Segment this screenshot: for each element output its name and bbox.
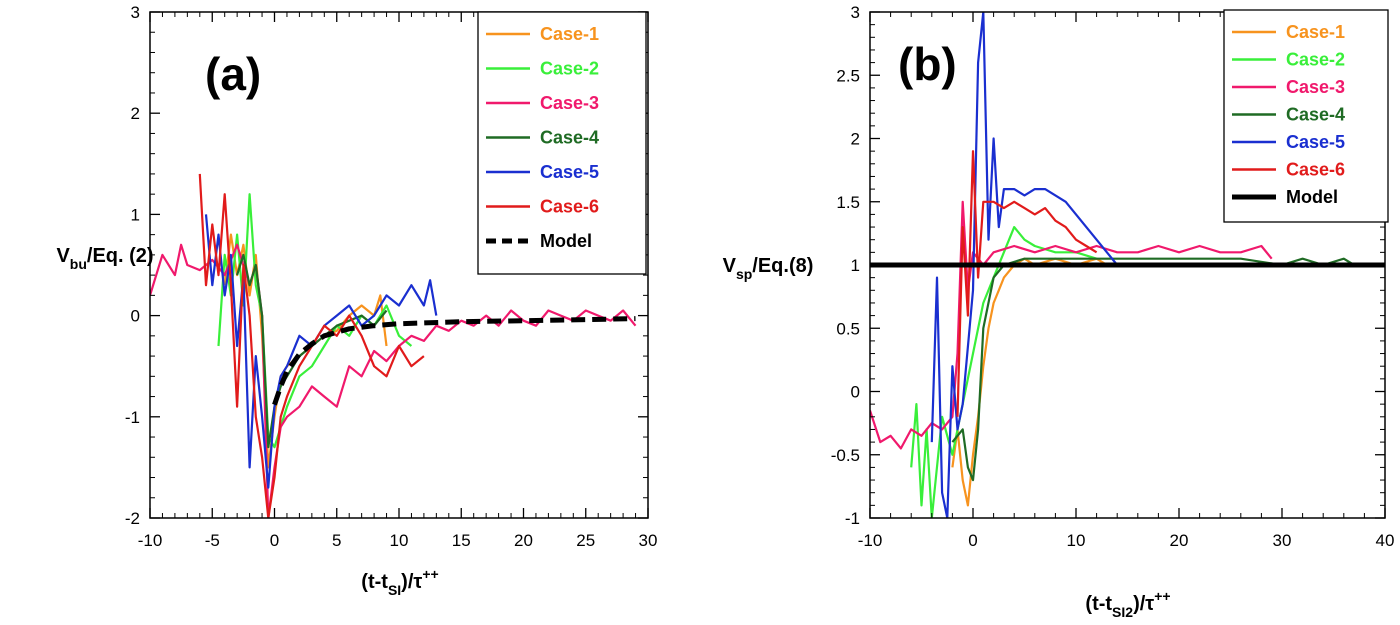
y-tick-label: -1 — [845, 509, 860, 528]
y-tick-label: 1.5 — [836, 193, 860, 212]
x-axis-label: (t-tSI2)/τ++ — [1085, 588, 1170, 620]
series-line-case-6 — [198, 173, 425, 518]
series-line-model — [272, 316, 636, 406]
series-line-case-1 — [951, 257, 1108, 507]
y-tick-label: 3 — [851, 3, 860, 22]
x-tick-label: 10 — [390, 531, 409, 550]
y-tick-label: 3 — [131, 3, 140, 22]
legend-label-case-1: Case-1 — [540, 24, 599, 44]
x-axis-label: (t-tSI)/τ++ — [361, 566, 438, 598]
x-tick-label: 10 — [1067, 531, 1086, 550]
series-line-case-6 — [956, 150, 1098, 417]
y-tick-label: 2.5 — [836, 66, 860, 85]
y-tick-label: 2 — [851, 130, 860, 149]
y-tick-label: -1 — [125, 408, 140, 427]
legend-box — [477, 11, 647, 275]
legend: Case-1 Case-2 Case-3 Case-4 Case-5 Case-6 Mode… — [477, 11, 647, 275]
legend-label-case-1: Case-1 — [1286, 22, 1345, 42]
x-tick-label: 0 — [968, 531, 977, 550]
y-tick-label: 1 — [131, 205, 140, 224]
series-line-case-2 — [910, 226, 1097, 518]
series-line-case-3 — [150, 243, 637, 518]
series-line-case-4 — [236, 253, 388, 449]
legend-label-model: Model — [540, 231, 592, 251]
legend-label-case-5: Case-5 — [540, 162, 599, 182]
legend-label-model: Model — [1286, 187, 1338, 207]
x-tick-label: 0 — [270, 531, 279, 550]
legend-label-case-6: Case-6 — [540, 197, 599, 217]
y-axis-label: Vbu/Eq. (2) — [56, 245, 153, 272]
y-tick-label: 0 — [851, 383, 860, 402]
series-group — [150, 173, 637, 518]
y-tick-label: 1 — [851, 256, 860, 275]
y-tick-label: -0.5 — [831, 446, 860, 465]
y-tick-label: 2 — [131, 104, 140, 123]
series-line-case-4 — [951, 257, 1355, 482]
x-tick-label: -5 — [205, 531, 220, 550]
legend-box — [1223, 9, 1389, 223]
legend-label-case-2: Case-2 — [1286, 50, 1345, 70]
legend-label-case-3: Case-3 — [1286, 77, 1345, 97]
panel-b: -10 0 10 20 30 40 -1 -0.5 0 0.5 1 1.5 2 2.5 3 (b) Vsp/Eq… — [723, 3, 1395, 620]
y-tick-label: -2 — [125, 509, 140, 528]
legend: Case-1 Case-2 Case-3 Case-4 Case-5 Case-6 Mode… — [1223, 9, 1389, 223]
x-tick-label: -10 — [138, 531, 163, 550]
series-group — [870, 12, 1385, 518]
x-tick-label: 30 — [1273, 531, 1292, 550]
y-tick-label: 0 — [131, 307, 140, 326]
x-tick-label: 20 — [514, 531, 533, 550]
x-tick-label: 25 — [576, 531, 595, 550]
x-tick-label: 20 — [1170, 531, 1189, 550]
series-line-case-3 — [870, 200, 1273, 450]
x-tick-label: 5 — [332, 531, 341, 550]
legend-label-case-4: Case-4 — [1286, 105, 1345, 125]
series-line-case-5 — [204, 214, 438, 489]
x-tick-label: -10 — [858, 531, 883, 550]
legend-label-case-3: Case-3 — [540, 93, 599, 113]
panel-label: (b) — [898, 38, 957, 90]
x-tick-label: 40 — [1376, 531, 1395, 550]
x-tick-label: 15 — [452, 531, 471, 550]
y-axis-label: Vsp/Eq.(8) — [723, 255, 814, 282]
legend-label-case-5: Case-5 — [1286, 132, 1345, 152]
x-tick-label: 30 — [639, 531, 658, 550]
series-line-case-5 — [930, 12, 1119, 518]
y-tick-label: 0.5 — [836, 319, 860, 338]
legend-label-case-4: Case-4 — [540, 128, 599, 148]
legend-label-case-2: Case-2 — [540, 59, 599, 79]
panel-label: (a) — [205, 48, 261, 100]
legend-label-case-6: Case-6 — [1286, 160, 1345, 180]
